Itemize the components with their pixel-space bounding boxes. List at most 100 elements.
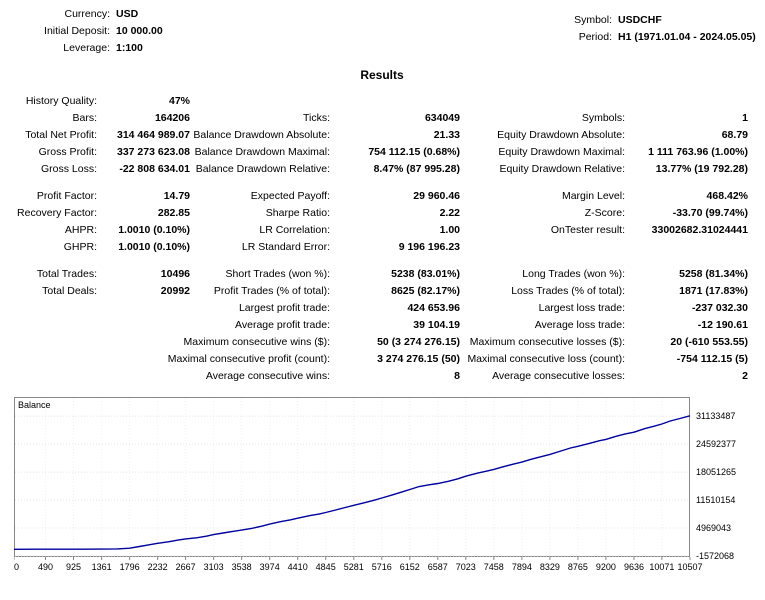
stats-row: Gross Profit: 337 273 623.08 Balance Drawd… <box>8 143 765 160</box>
initial-deposit-label: Initial Deposit: <box>44 24 110 37</box>
stat-value: 47% <box>168 94 190 107</box>
stat-value: 20992 <box>160 284 190 297</box>
stat-value: 33002682.31024441 <box>651 223 748 236</box>
x-tick-label: 7894 <box>512 562 532 572</box>
chart-x-axis: 0 490 925 1361 1796 2232 2667 3103 3538 3974 4410 4… <box>13 557 703 572</box>
stat-label: Gross Profit: <box>38 145 97 158</box>
x-tick-label: 2232 <box>148 562 168 572</box>
stat-value: 634049 <box>424 111 460 124</box>
stat-value: 424 653.96 <box>407 301 460 314</box>
leverage-value: 1:100 <box>116 41 143 54</box>
spacer-row <box>8 177 765 187</box>
stat-label: Loss Trades (% of total): <box>511 284 625 297</box>
x-tick-label: 1796 <box>120 562 140 572</box>
stats-row: Maximal consecutive profit (count): 3 274… <box>8 350 765 367</box>
x-tick-label: 3974 <box>260 562 280 572</box>
x-tick-label: 3103 <box>204 562 224 572</box>
stat-label: Average consecutive wins: <box>205 369 330 382</box>
y-tick-label: 11510154 <box>696 495 735 505</box>
header-right-block: Symbol: USDCHF Period: H1 (1971.01.04 - … <box>566 11 756 45</box>
x-tick-label: 8765 <box>568 562 588 572</box>
stat-label: Z-Score: <box>584 206 625 219</box>
stat-value: 21.33 <box>433 128 460 141</box>
y-tick-label: 24592377 <box>696 439 736 449</box>
x-tick-label: 3538 <box>232 562 252 572</box>
symbol-row: Symbol: USDCHF <box>566 11 756 28</box>
stat-label: Expected Payoff: <box>250 189 330 202</box>
stat-label: OnTester result: <box>550 223 625 236</box>
x-tick-label: 7023 <box>456 562 476 572</box>
period-value: H1 (1971.01.04 - 2024.05.05) <box>618 30 756 43</box>
x-tick-label: 10071 <box>649 562 674 572</box>
stat-label: Largest profit trade: <box>238 301 330 314</box>
stat-value: 50 (3 274 276.15) <box>377 335 460 348</box>
stats-row: Gross Loss: -22 808 634.01 Balance Drawdow… <box>8 160 765 177</box>
stat-value: 3 274 276.15 (50) <box>377 352 460 365</box>
x-tick-label: 4410 <box>288 562 308 572</box>
stat-label: Maximal consecutive profit (count): <box>167 352 330 365</box>
stat-value: 13.77% (19 792.28) <box>655 162 748 175</box>
stat-value: -22 808 634.01 <box>119 162 190 175</box>
stat-label: Profit Factor: <box>36 189 97 202</box>
x-tick-label: 1361 <box>92 562 112 572</box>
stat-label: Total Trades: <box>36 267 97 280</box>
stats-row: Total Trades: 10496 Short Trades (won %): 5… <box>8 265 765 282</box>
x-tick-label: 10507 <box>677 562 702 572</box>
stat-value: 2 <box>742 369 748 382</box>
stat-value: 29 960.46 <box>413 189 460 202</box>
y-tick-label: 18051265 <box>696 467 736 477</box>
stat-label: Total Net Profit: <box>25 128 97 141</box>
x-tick-label: 9636 <box>624 562 644 572</box>
stat-label: Average profit trade: <box>235 318 330 331</box>
stat-label: Profit Trades (% of total): <box>213 284 330 297</box>
chart-grid <box>15 398 689 557</box>
x-tick-label: 0 <box>14 562 19 572</box>
stat-label: Symbols: <box>581 111 625 124</box>
initial-deposit-value: 10 000.00 <box>116 24 163 37</box>
chart-y-axis: 31133487 24592377 18051265 11510154 4969043 -… <box>696 411 736 561</box>
stat-value: 1.0010 (0.10%) <box>118 240 190 253</box>
period-row: Period: H1 (1971.01.04 - 2024.05.05) <box>566 28 756 45</box>
stat-label: Balance Drawdown Maximal: <box>194 145 330 158</box>
y-tick-label: 31133487 <box>696 411 735 421</box>
currency-value: USD <box>116 7 139 20</box>
stat-label: Ticks: <box>302 111 330 124</box>
stat-value: 8625 (82.17%) <box>391 284 460 297</box>
x-tick-label: 490 <box>38 562 53 572</box>
plot-area <box>14 397 690 557</box>
y-tick-label: -1572068 <box>696 551 734 561</box>
spacer-row <box>8 255 765 265</box>
stat-label: Total Deals: <box>42 284 97 297</box>
stat-value: 314 464 989.07 <box>117 128 190 141</box>
stat-label: Balance Drawdown Absolute: <box>193 128 330 141</box>
results-title: Results <box>360 68 404 82</box>
balance-chart: 0 490 925 1361 1796 2232 2667 3103 3538 3974 4410 4… <box>13 397 765 578</box>
stat-value: 5238 (83.01%) <box>391 267 460 280</box>
stat-label: Maximal consecutive loss (count): <box>467 352 625 365</box>
stat-value: -33.70 (99.74%) <box>672 206 748 219</box>
stats-row: Average consecutive wins: 8 Average consec… <box>8 367 765 384</box>
stats-row: Total Deals: 20992 Profit Trades (% of tot… <box>8 282 765 299</box>
stats-row: Recovery Factor: 282.85 Sharpe Ratio: 2.22 Z… <box>8 204 765 221</box>
x-tick-label: 7458 <box>484 562 504 572</box>
stat-value: 754 112.15 (0.68%) <box>368 145 460 158</box>
stats-row: Bars: 164206 Ticks: 634049 Symbols: 1 <box>8 109 765 126</box>
stat-label: History Quality: <box>25 94 97 107</box>
stat-value: -754 112.15 (5) <box>676 352 748 365</box>
stat-label: AHPR: <box>64 223 97 236</box>
x-tick-label: 9200 <box>596 562 616 572</box>
stat-value: 8.47% (87 995.28) <box>373 162 460 175</box>
stat-label: Equity Drawdown Relative: <box>499 162 625 175</box>
stat-value: 2.22 <box>439 206 460 219</box>
x-tick-label: 925 <box>66 562 81 572</box>
stat-label: LR Standard Error: <box>241 240 330 253</box>
stat-value: 1 <box>742 111 748 124</box>
y-tick-label: 4969043 <box>696 523 731 533</box>
stat-label: Margin Level: <box>561 189 625 202</box>
stats-row: Profit Factor: 14.79 Expected Payoff: 29 96… <box>8 187 765 204</box>
stat-label: Recovery Factor: <box>17 206 97 219</box>
stat-value: -12 190.61 <box>697 318 748 331</box>
stat-value: 10496 <box>160 267 190 280</box>
stat-label: Short Trades (won %): <box>225 267 330 280</box>
results-table: History Quality: 47% Bars: 164206 Ticks: 6340… <box>8 92 765 384</box>
